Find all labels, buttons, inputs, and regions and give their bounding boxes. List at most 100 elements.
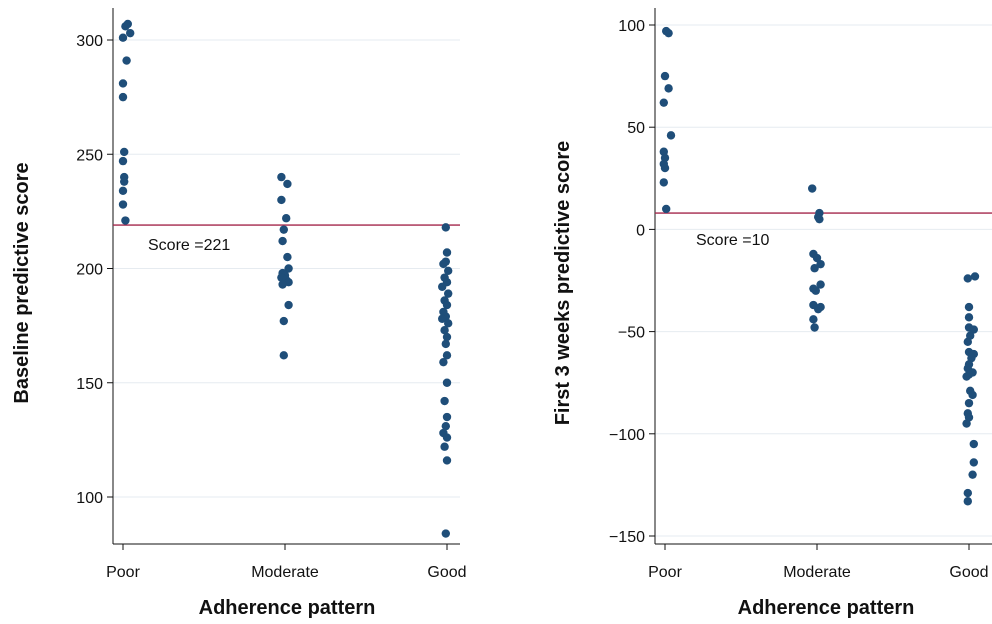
data-point <box>962 419 971 428</box>
data-point <box>969 439 978 449</box>
data-point <box>970 272 980 281</box>
data-point <box>968 390 977 400</box>
x-axis-title: Adherence pattern <box>199 597 376 619</box>
data-point <box>118 33 128 42</box>
data-point <box>121 216 130 225</box>
grid-lines <box>655 24 992 537</box>
y-tick-marks: 100 150 200 250 300 <box>76 33 113 507</box>
data-point <box>442 300 452 310</box>
data-point <box>283 179 292 189</box>
data-point <box>659 98 668 107</box>
x-axis-title: Adherence pattern <box>738 597 915 619</box>
data-point <box>444 319 453 328</box>
data-point <box>963 274 972 283</box>
data-point <box>118 92 128 102</box>
data-point <box>438 314 447 323</box>
data-point <box>441 339 450 349</box>
data-point <box>660 163 670 173</box>
y-tick-label: 50 <box>627 120 645 137</box>
data-point <box>123 19 132 29</box>
data-point <box>963 488 972 498</box>
data-points <box>659 26 980 506</box>
data-point <box>963 337 972 347</box>
data-point <box>439 357 448 367</box>
data-point <box>282 214 291 223</box>
data-point <box>815 214 824 224</box>
y-axis-title: First 3 weeks predictive score <box>552 141 574 426</box>
data-point <box>118 79 128 88</box>
data-point <box>808 184 817 193</box>
y-tick-label: 200 <box>76 262 103 279</box>
x-tick-marks: Poor Moderate Good <box>648 544 989 581</box>
data-point <box>122 56 131 65</box>
data-point <box>969 325 978 334</box>
data-point <box>277 172 286 182</box>
y-tick-label: 250 <box>76 147 103 164</box>
data-point <box>278 280 287 289</box>
data-point <box>441 223 450 232</box>
data-point <box>444 266 453 275</box>
data-point <box>126 28 135 38</box>
data-point <box>277 195 286 205</box>
data-point <box>666 131 676 140</box>
data-point <box>441 421 450 431</box>
x-tick-label: Moderate <box>251 564 319 581</box>
data-points <box>118 19 453 538</box>
data-point <box>664 84 673 93</box>
data-point <box>118 186 128 196</box>
data-point <box>962 372 971 381</box>
data-point <box>442 351 452 360</box>
data-point <box>284 264 293 273</box>
data-point <box>812 253 822 263</box>
data-point <box>279 225 288 234</box>
data-point <box>816 259 825 269</box>
data-point <box>439 259 448 269</box>
data-point <box>963 497 972 506</box>
x-tick-label: Moderate <box>783 564 851 581</box>
data-point <box>118 200 128 209</box>
data-point <box>664 28 673 38</box>
data-point <box>810 323 819 332</box>
data-point <box>444 289 453 298</box>
x-tick-label: Good <box>427 564 466 581</box>
data-point <box>811 286 820 295</box>
data-point <box>279 316 288 326</box>
data-point <box>810 264 819 273</box>
y-tick-label: 0 <box>636 222 645 239</box>
data-point <box>440 442 449 451</box>
data-point <box>964 313 974 322</box>
data-point <box>440 325 449 335</box>
y-tick-label: −150 <box>609 529 645 546</box>
data-point <box>120 177 129 186</box>
data-point <box>438 282 447 291</box>
y-tick-label: 100 <box>76 490 103 507</box>
data-point <box>278 236 287 246</box>
data-point <box>814 304 823 314</box>
data-point <box>120 147 129 157</box>
data-point <box>284 300 293 310</box>
data-point <box>662 204 671 214</box>
data-point <box>442 456 452 465</box>
y-tick-label: 150 <box>76 376 103 393</box>
data-point <box>816 280 825 289</box>
data-point <box>659 178 668 187</box>
data-point <box>809 315 818 324</box>
y-tick-marks: 100 50 0 −50 −100 −150 <box>609 18 655 546</box>
data-point <box>118 156 128 166</box>
y-axis-title: Baseline predictive score <box>11 162 33 403</box>
data-point <box>441 529 450 538</box>
data-point <box>442 248 452 257</box>
x-tick-label: Poor <box>648 564 682 581</box>
y-tick-label: 300 <box>76 33 103 50</box>
data-point <box>442 332 452 342</box>
reference-line-label: Score =221 <box>148 237 230 254</box>
x-tick-label: Good <box>949 564 988 581</box>
data-point <box>968 470 977 479</box>
data-point <box>964 398 974 408</box>
y-tick-label: 100 <box>618 18 645 35</box>
data-point <box>442 412 452 422</box>
data-point <box>279 351 288 360</box>
data-point <box>660 71 670 81</box>
data-point <box>283 252 292 262</box>
